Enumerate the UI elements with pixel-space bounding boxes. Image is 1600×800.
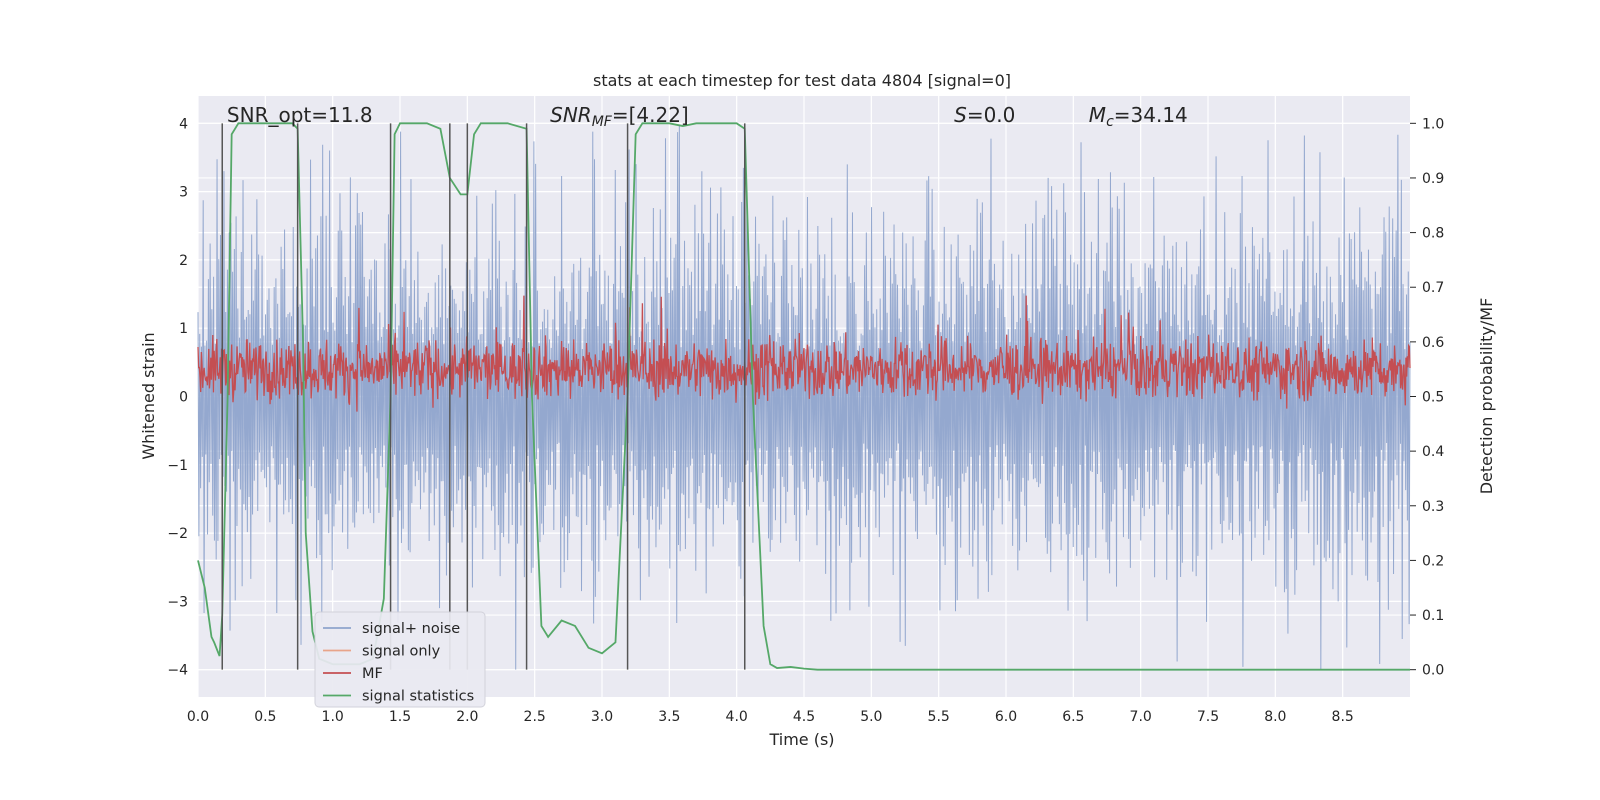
y-tick-label-right: 0.2 <box>1422 553 1444 569</box>
x-tick-label: 7.5 <box>1197 709 1219 725</box>
legend-box <box>314 611 486 708</box>
y-tick-label-left: 1 <box>179 321 188 337</box>
x-tick-label: 2.0 <box>456 709 478 725</box>
x-tick-label: 5.0 <box>860 709 882 725</box>
x-tick-label: 1.5 <box>389 709 411 725</box>
legend: signal+ noise signal only MF signal statist… <box>314 611 486 708</box>
annotation-1: SNRMF=[4.22] <box>550 103 689 130</box>
x-tick-label: 4.5 <box>793 709 815 725</box>
y-tick-label-left: −3 <box>167 594 188 610</box>
legend-label: MF <box>362 666 383 682</box>
y-tick-label-left: −4 <box>167 663 188 679</box>
y-tick-label-right: 0.6 <box>1422 335 1444 351</box>
ticks: 0.0 0.5 1.0 1.5 2.0 2.5 3.0 3.5 4.0 4.5 5.0 5.5 6.0 6… <box>167 116 1444 725</box>
y-tick-label-left: 0 <box>179 390 188 406</box>
x-tick-label: 1.0 <box>322 709 344 725</box>
legend-label: signal statistics <box>362 689 474 705</box>
y-tick-label-left: 3 <box>179 185 188 201</box>
x-tick-label: 8.0 <box>1264 709 1286 725</box>
y-tick-label-left: 4 <box>179 116 188 132</box>
x-tick-label: 3.5 <box>658 709 680 725</box>
y-tick-label-right: 0.9 <box>1422 171 1444 187</box>
x-tick-label: 0.5 <box>254 709 276 725</box>
legend-label: signal only <box>362 644 441 660</box>
y-tick-label-right: 0.5 <box>1422 390 1444 406</box>
y-axis-label-left: Whitened strain <box>139 332 158 459</box>
x-tick-label: 6.5 <box>1062 709 1084 725</box>
annotation-0: SNR_opt=11.8 <box>227 103 373 127</box>
annotation-2: S=0.0 <box>954 103 1015 127</box>
series-mf <box>197 295 1411 412</box>
annotation-3: Mc=34.14 <box>1089 103 1188 130</box>
y-tick-label-right: 0.0 <box>1422 663 1444 679</box>
x-tick-label: 5.5 <box>928 709 950 725</box>
legend-label: signal+ noise <box>362 621 460 637</box>
y-tick-label-right: 0.8 <box>1422 226 1444 242</box>
y-tick-label-right: 0.7 <box>1422 280 1444 296</box>
x-axis-label: Time (s) <box>768 730 834 749</box>
y-tick-label-left: −2 <box>167 526 188 542</box>
annotations: SNR_opt=11.8 SNRMF=[4.22] S=0.0 Mc=34.14 <box>227 103 1188 130</box>
x-tick-label: 6.0 <box>995 709 1017 725</box>
x-tick-label: 0.0 <box>187 709 209 725</box>
vertical-markers <box>221 123 746 670</box>
y-tick-label-right: 0.4 <box>1422 444 1444 460</box>
y-tick-label-right: 0.1 <box>1422 608 1444 624</box>
y-tick-label-right: 1.0 <box>1422 116 1444 132</box>
y-tick-label-left: 2 <box>179 253 188 269</box>
x-tick-label: 7.0 <box>1130 709 1152 725</box>
x-tick-label: 4.0 <box>726 709 748 725</box>
chart-title: stats at each timestep for test data 480… <box>593 71 1011 90</box>
x-tick-label: 3.0 <box>591 709 613 725</box>
y-tick-label-left: −1 <box>167 458 188 474</box>
signal-statistics-line <box>197 122 1410 671</box>
mf-line <box>197 295 1411 412</box>
x-tick-label: 2.5 <box>524 709 546 725</box>
x-tick-label: 8.5 <box>1332 709 1354 725</box>
y-tick-label-right: 0.3 <box>1422 499 1444 515</box>
y-axis-label-right: Detection probability/MF <box>1477 298 1496 495</box>
series-signal-statistics <box>197 122 1410 671</box>
